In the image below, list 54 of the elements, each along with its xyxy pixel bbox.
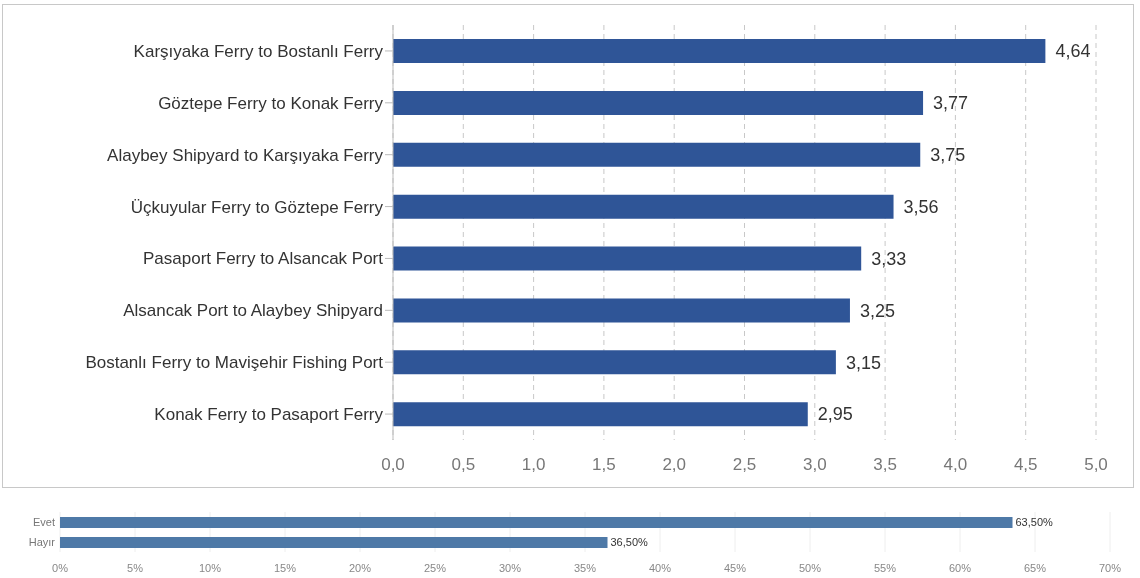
y-tick-label: Evet [32, 515, 55, 528]
x-tick-label: 5,0 [1084, 455, 1108, 475]
bar [393, 39, 1046, 63]
x-tick-label: 0,0 [381, 455, 405, 475]
x-tick-label: 35% [573, 561, 597, 574]
x-tick-label: 5% [127, 561, 144, 574]
x-tick-label: 40% [648, 561, 672, 574]
data-label: 3,75 [930, 145, 966, 166]
y-tick-label: Karşıyaka Ferry to Bostanlı Ferry [133, 41, 384, 61]
x-tick-label: 2,0 [662, 455, 687, 475]
x-tick-label: 70% [1098, 561, 1122, 574]
x-tick-label: 55% [873, 561, 897, 574]
y-tick-label: Pasaport Ferry to Alsancak Port [143, 249, 384, 269]
x-tick-label: 50% [798, 561, 822, 574]
y-tick-label: Bostanlı Ferry to Mavişehir Fishing Port [85, 353, 384, 373]
x-tick-label: 1,0 [521, 455, 546, 475]
y-tick-label: Göztepe Ferry to Konak Ferry [158, 93, 384, 113]
x-tick-label: 2,5 [732, 455, 757, 475]
data-label: 3,25 [859, 300, 895, 321]
x-tick-label: 0,5 [451, 455, 476, 475]
x-tick-label: 4,0 [943, 455, 968, 475]
data-label: 36,50% [610, 536, 649, 549]
data-label: 4,64 [1055, 41, 1091, 62]
x-tick-label: 0% [52, 561, 69, 574]
x-tick-label: 3,5 [873, 455, 897, 475]
data-label: 3,56 [903, 196, 939, 217]
x-tick-label: 45% [723, 561, 747, 574]
bar [393, 298, 850, 323]
bar [393, 194, 894, 219]
y-tick-label: Üçkuyular Ferry to Göztepe Ferry [130, 197, 384, 217]
x-tick-label: 4,5 [1013, 455, 1038, 475]
bar [393, 142, 921, 167]
x-tick-label: 10% [198, 561, 222, 574]
y-tick-label: Konak Ferry to Pasaport Ferry [154, 405, 384, 425]
x-tick-label: 3,0 [802, 455, 827, 475]
y-tick-label: Hayır [28, 535, 56, 548]
data-label: 2,95 [817, 404, 853, 425]
x-tick-label: 15% [273, 561, 297, 574]
bar [393, 246, 862, 271]
x-tick-label: 1,5 [592, 455, 616, 475]
data-label: 63,50% [1015, 516, 1054, 529]
x-tick-label: 25% [423, 561, 447, 574]
bar [393, 350, 836, 375]
x-tick-label: 60% [948, 561, 972, 574]
y-tick-label: Alsancak Port to Alaybey Shipyard [123, 301, 383, 321]
data-label: 3,15 [845, 352, 881, 373]
data-label: 3,77 [933, 93, 969, 114]
bar [393, 90, 924, 115]
x-tick-label: 65% [1023, 561, 1047, 574]
bar [393, 402, 808, 427]
y-tick-label: Alaybey Shipyard to Karşıyaka Ferry [107, 145, 384, 165]
data-label: 3,33 [871, 248, 907, 269]
x-tick-label: 20% [348, 561, 372, 574]
x-tick-label: 30% [498, 561, 522, 574]
